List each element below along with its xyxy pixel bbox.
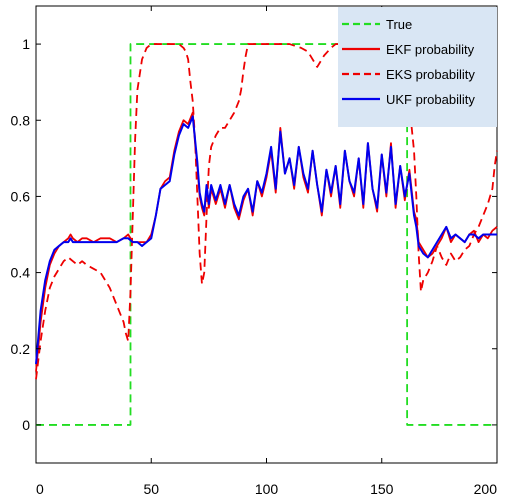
legend-label-ekf: EKF probability [386, 42, 475, 57]
legend-label-true: True [386, 17, 412, 32]
y-tick-label-0: 0 [22, 417, 30, 433]
x-tick-label-100: 100 [255, 481, 279, 497]
legend-box [338, 7, 497, 127]
legend: True EKF probability EKS probability UKF… [338, 7, 497, 127]
legend-label-eks: EKS probability [386, 67, 475, 82]
x-tick-label-50: 50 [143, 481, 159, 497]
tick-layer: 0 50 100 150 200 0 0.2 0.4 0.6 0.8 1 [11, 6, 498, 497]
x-tick-label-0: 0 [36, 481, 44, 497]
legend-label-ukf: UKF probability [386, 92, 475, 107]
y-tick-label-0-4: 0.4 [11, 265, 31, 281]
y-tick-label-0-2: 0.2 [11, 341, 31, 357]
series-layer [35, 43, 498, 426]
x-tick-label-200: 200 [474, 481, 498, 497]
y-tick-label-1: 1 [22, 36, 30, 52]
y-tick-label-0-6: 0.6 [11, 188, 31, 204]
x-tick-label-150: 150 [370, 481, 394, 497]
series-line-ukf-probability [35, 115, 497, 365]
series-line-eks-probability [35, 43, 498, 380]
y-tick-label-0-8: 0.8 [11, 112, 31, 128]
